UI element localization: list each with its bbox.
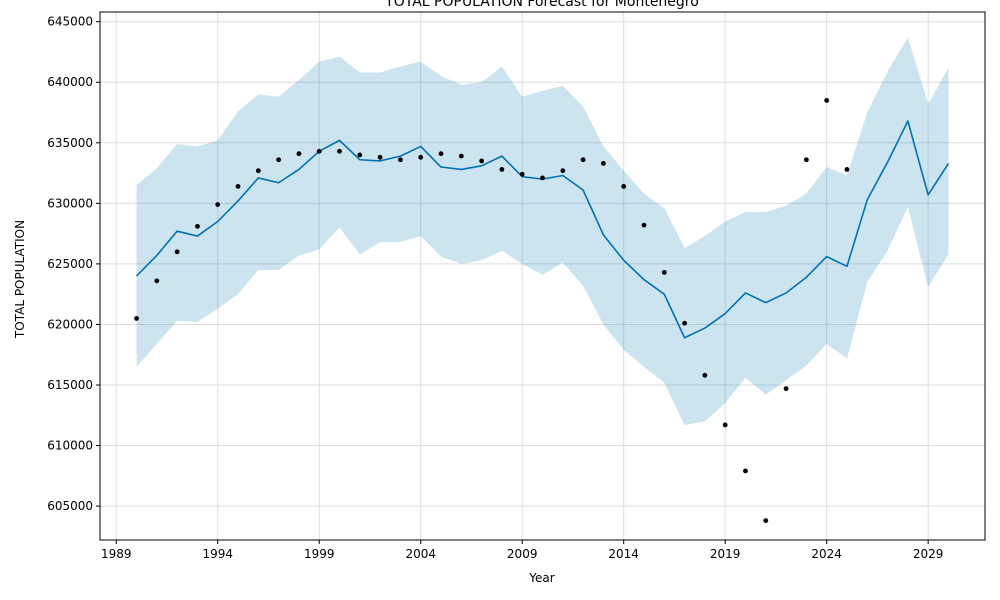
uncertainty-interval-band xyxy=(136,37,949,425)
x-tick-label: 1989 xyxy=(101,547,132,561)
observed-point xyxy=(276,157,282,163)
y-axis-ticks: 605000 610000 615000 620000 625000 630000 6350… xyxy=(47,15,100,513)
observed-point xyxy=(803,157,809,163)
observed-point xyxy=(296,151,302,157)
observed-point xyxy=(195,223,200,229)
x-tick-label: 2004 xyxy=(405,547,436,561)
observed-point xyxy=(844,167,850,172)
observed-point xyxy=(763,518,769,524)
y-tick-label: 625000 xyxy=(47,257,93,271)
observed-point xyxy=(357,152,363,158)
observed-point xyxy=(580,157,586,163)
y-tick-label: 605000 xyxy=(47,499,93,513)
observed-point xyxy=(479,158,485,164)
observed-point xyxy=(337,148,342,154)
y-tick-label: 620000 xyxy=(47,317,93,331)
observed-point xyxy=(600,160,606,166)
observed-point xyxy=(560,168,566,174)
y-tick-label: 645000 xyxy=(47,15,93,29)
y-tick-label: 630000 xyxy=(47,196,93,210)
y-tick-label: 610000 xyxy=(47,439,93,453)
observed-point xyxy=(418,154,424,160)
observed-point xyxy=(154,278,160,284)
observed-point xyxy=(783,386,789,392)
x-tick-label: 2019 xyxy=(710,547,741,561)
observed-point xyxy=(641,222,647,228)
observed-point xyxy=(824,98,830,103)
observed-point xyxy=(215,202,221,207)
y-tick-label: 635000 xyxy=(47,136,93,150)
observed-point xyxy=(235,183,241,189)
x-axis-title: Year xyxy=(528,571,554,585)
observed-points-layer xyxy=(134,98,850,524)
observed-point xyxy=(743,468,748,474)
observed-point xyxy=(174,249,180,255)
observed-point xyxy=(255,168,261,174)
interval-band-layer xyxy=(136,37,949,425)
observed-point xyxy=(134,315,139,321)
observed-point xyxy=(377,154,383,160)
observed-point xyxy=(519,171,525,177)
x-axis-ticks: 1989 1994 1999 2004 2009 2014 2019 2024 2029 xyxy=(101,540,943,561)
observed-point xyxy=(499,167,505,172)
observed-point xyxy=(398,157,403,163)
observed-point xyxy=(621,183,627,189)
x-tick-label: 2024 xyxy=(811,547,842,561)
x-tick-label: 1999 xyxy=(304,547,335,561)
observed-point xyxy=(438,151,444,157)
y-tick-label: 640000 xyxy=(47,75,93,89)
y-tick-label: 615000 xyxy=(47,378,93,392)
observed-point xyxy=(722,422,728,428)
x-tick-label: 2009 xyxy=(507,547,538,561)
observed-point xyxy=(540,175,545,181)
x-tick-label: 2014 xyxy=(608,547,639,561)
observed-point xyxy=(702,372,708,378)
observed-point xyxy=(316,148,322,154)
observed-point xyxy=(661,269,667,275)
x-tick-label: 2029 xyxy=(913,547,944,561)
plot-frame xyxy=(99,11,986,541)
observed-point xyxy=(458,153,464,159)
chart-title: TOTAL POPULATION Forecast for Montenegro xyxy=(384,0,699,10)
observed-point xyxy=(682,320,687,326)
y-axis-title: TOTAL POPULATION xyxy=(13,220,27,339)
x-tick-label: 1994 xyxy=(202,547,233,561)
